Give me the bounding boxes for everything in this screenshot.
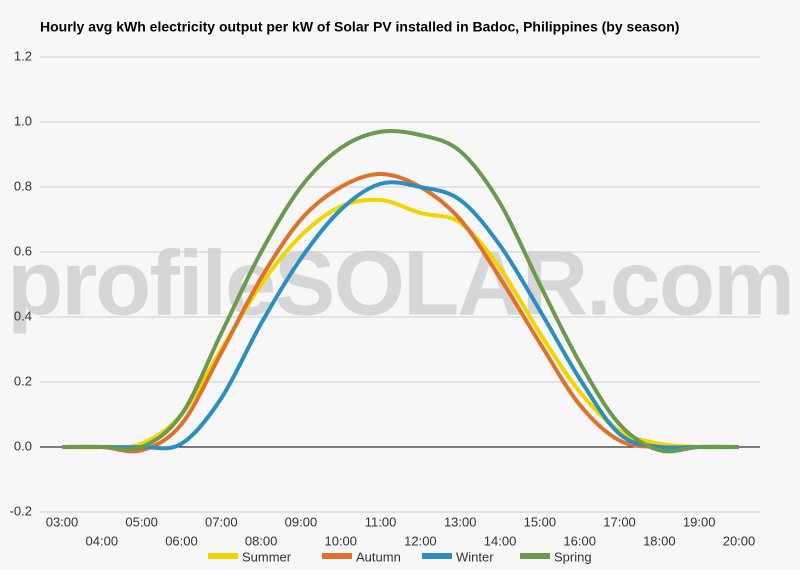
legend-label: Autumn: [356, 549, 401, 564]
x-tick-label: 19:00: [683, 514, 716, 529]
legend-swatch: [322, 553, 352, 559]
x-tick-label: 12:00: [404, 533, 437, 548]
legend-label: Winter: [456, 549, 494, 564]
legend-swatch: [520, 553, 550, 559]
chart-title: Hourly avg kWh electricity output per kW…: [40, 19, 679, 35]
x-tick-label: 17:00: [603, 514, 636, 529]
y-tick-label: 0.4: [14, 308, 32, 323]
series-line: [61, 172, 739, 454]
y-tick-label: 0.2: [14, 373, 32, 388]
legend-swatch: [208, 553, 238, 559]
x-tick-label: 18:00: [643, 533, 676, 548]
series-line: [62, 128, 740, 454]
x-tick-label: 03:00: [46, 514, 79, 529]
x-tick-label: 15:00: [524, 514, 557, 529]
x-tick-label: 20:00: [723, 533, 756, 548]
x-tick-label: 08:00: [245, 533, 278, 548]
x-tick-label: 07:00: [205, 514, 238, 529]
x-tick-label: 04:00: [86, 533, 119, 548]
y-tick-label: 1.2: [14, 48, 32, 63]
y-tick-label: 0.6: [14, 243, 32, 258]
y-tick-label: 0.0: [14, 438, 32, 453]
x-tick-label: 14:00: [484, 533, 517, 548]
legend-label: Summer: [242, 549, 292, 564]
y-tick-label: 0.8: [14, 178, 32, 193]
x-tick-label: 10:00: [324, 533, 357, 548]
x-tick-label: 05:00: [125, 514, 158, 529]
watermark: profileSOLAR.com: [7, 232, 793, 334]
series-line: [62, 180, 739, 451]
x-tick-label: 13:00: [444, 514, 477, 529]
x-tick-label: 16:00: [563, 533, 596, 548]
x-tick-label: 11:00: [365, 514, 397, 529]
x-tick-label: 09:00: [285, 514, 318, 529]
y-tick-label: -0.2: [10, 503, 32, 518]
x-tick-label: 06:00: [165, 533, 198, 548]
legend-label: Spring: [554, 549, 592, 564]
legend-swatch: [422, 553, 452, 559]
y-tick-label: 1.0: [14, 113, 32, 128]
